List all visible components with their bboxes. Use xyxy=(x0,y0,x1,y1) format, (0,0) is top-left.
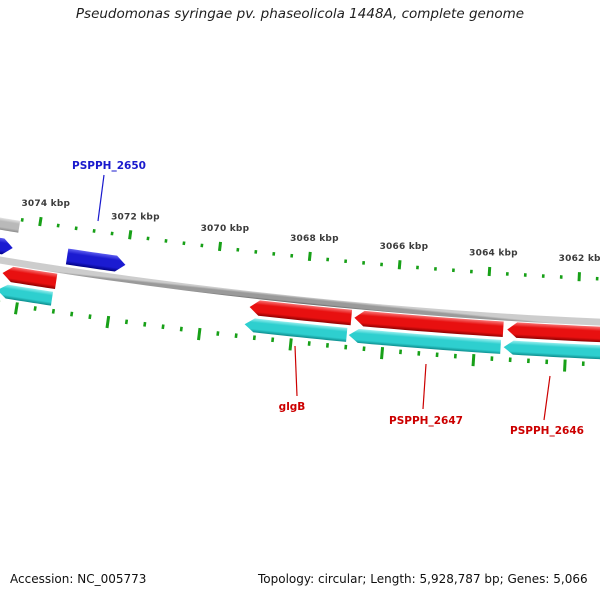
ruler-tick-lower xyxy=(70,311,74,317)
status-accession: Accession: NC_005773 xyxy=(10,572,147,586)
ruler-tick-upper xyxy=(38,216,43,227)
callout-line xyxy=(422,363,427,410)
callout-line xyxy=(294,345,298,397)
ruler-tick-lower xyxy=(143,321,147,327)
ruler-label: 3070 kbp xyxy=(201,224,250,234)
ruler-tick-upper xyxy=(20,217,24,222)
gene-label-glgB[interactable]: glgB xyxy=(279,401,306,413)
ruler-tick-lower xyxy=(88,314,92,320)
feature-cyan-2646[interactable] xyxy=(503,340,600,360)
ruler-label: 3072 kbp xyxy=(111,212,160,222)
ruler-label: 3062 kbp xyxy=(559,254,600,264)
status-details: Topology: circular; Length: 5,928,787 bp… xyxy=(258,572,588,586)
callout-line xyxy=(97,174,105,222)
gene-glgB[interactable] xyxy=(249,300,353,326)
gene-fragment-gray[interactable] xyxy=(0,217,21,233)
gene-red-left[interactable] xyxy=(2,266,58,290)
ruler-label: 3074 kbp xyxy=(21,199,70,209)
ruler-tick-lower xyxy=(563,359,567,372)
ruler-tick-upper xyxy=(128,230,133,240)
gene-PSPPH_2647[interactable] xyxy=(354,310,504,338)
gene-label-PSPPH_2646[interactable]: PSPPH_2646 xyxy=(510,425,584,437)
ruler-tick-lower xyxy=(216,331,220,336)
ruler-tick-lower xyxy=(161,324,165,330)
gene-PSPPH_2646[interactable] xyxy=(507,322,600,343)
gene-PSPPH_2650[interactable] xyxy=(65,248,126,272)
ruler-label: 3066 kbp xyxy=(380,242,429,252)
feature-cyan-left[interactable] xyxy=(0,284,54,306)
ruler-tick-lower xyxy=(380,346,385,360)
ruler-tick-upper xyxy=(397,260,402,270)
ruler-tick-lower xyxy=(471,354,476,367)
ruler-tick-lower xyxy=(105,315,111,329)
status-bar: Accession: NC_005773 Topology: circular;… xyxy=(0,570,600,592)
genome-title: Pseudomonas syringae pv. phaseolicola 14… xyxy=(75,6,525,22)
ruler-tick-lower xyxy=(288,338,293,351)
ruler-tick-lower xyxy=(234,333,238,339)
ruler-tick-upper xyxy=(56,223,60,228)
feature-cyan-glgB[interactable] xyxy=(244,318,348,342)
ruler-tick-lower xyxy=(124,319,129,325)
gene-fragment-blue[interactable] xyxy=(0,236,13,255)
ruler-label: 3064 kbp xyxy=(469,249,518,259)
callout-line xyxy=(543,375,551,421)
ruler-tick-upper xyxy=(92,229,96,233)
ruler-tick-upper xyxy=(487,266,492,277)
ruler-tick-upper xyxy=(217,241,223,252)
genome-backbone xyxy=(0,256,600,326)
ruler-tick-lower xyxy=(252,335,256,341)
ruler-tick-lower xyxy=(51,308,56,314)
ruler-tick-upper xyxy=(74,226,78,231)
ruler-tick-lower xyxy=(197,327,202,341)
ruler-tick-upper xyxy=(110,231,114,236)
gene-label-PSPPH_2647[interactable]: PSPPH_2647 xyxy=(389,415,463,427)
ruler-tick-upper xyxy=(307,251,312,262)
ruler-tick-lower xyxy=(33,306,37,311)
ruler-tick-lower xyxy=(179,326,183,332)
gene-label-PSPPH_2650[interactable]: PSPPH_2650 xyxy=(72,160,146,172)
feature-cyan-2647[interactable] xyxy=(348,328,502,354)
ruler-label: 3068 kbp xyxy=(290,234,339,244)
ruler-tick-lower xyxy=(14,302,19,315)
